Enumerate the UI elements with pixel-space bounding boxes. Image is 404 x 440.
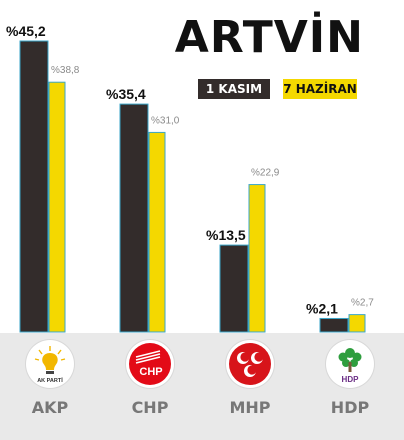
label-akp-1-kasim: %45,2 <box>6 23 46 39</box>
label-hdp-1-kasim: %2,1 <box>306 300 338 316</box>
chp-logo: CHP <box>126 340 174 388</box>
hdp-logo-text: HDP <box>342 375 360 384</box>
bar-chp-1-kasim <box>119 103 149 333</box>
legend-7-haziran: 7 HAZİRAN <box>283 79 357 99</box>
bar-mhp-1-kasim <box>219 244 249 333</box>
bar-chp-7-haziran <box>148 131 166 333</box>
hdp-tree-icon: HDP <box>338 348 362 384</box>
akp-logo: AK PARTİ <box>26 340 74 388</box>
party-label-hdp: HDP <box>330 398 370 417</box>
chp-logo-text: CHP <box>139 366 162 378</box>
bar-hdp-1-kasim <box>319 317 349 333</box>
chp-six-arrows-icon: CHP <box>129 343 171 385</box>
mhp-three-crescents-icon <box>229 343 271 385</box>
bar-hdp-7-haziran <box>348 314 366 333</box>
party-label-chp: CHP <box>131 398 169 417</box>
label-chp-7-haziran: %31,0 <box>151 115 180 126</box>
bar-akp-1-kasim <box>19 40 49 333</box>
label-hdp-7-haziran: %2,7 <box>351 298 374 309</box>
akp-lightbulb-icon: AK PARTİ <box>34 346 66 384</box>
bar-mhp-7-haziran <box>248 184 266 333</box>
mhp-logo <box>226 340 274 388</box>
label-chp-1-kasim: %35,4 <box>106 86 146 102</box>
legend-1-kasim: 1 KASIM <box>198 79 270 99</box>
akp-logo-text: AK PARTİ <box>37 377 63 384</box>
party-label-akp: AKP <box>31 398 69 417</box>
bar-akp-7-haziran <box>48 81 66 333</box>
label-mhp-1-kasim: %13,5 <box>206 227 246 243</box>
chart-title: ARTVİN <box>174 12 364 63</box>
hdp-logo: HDP <box>326 340 374 388</box>
party-label-mhp: MHP <box>229 398 271 417</box>
label-akp-7-haziran: %38,8 <box>51 65 80 76</box>
label-mhp-7-haziran: %22,9 <box>251 168 280 179</box>
